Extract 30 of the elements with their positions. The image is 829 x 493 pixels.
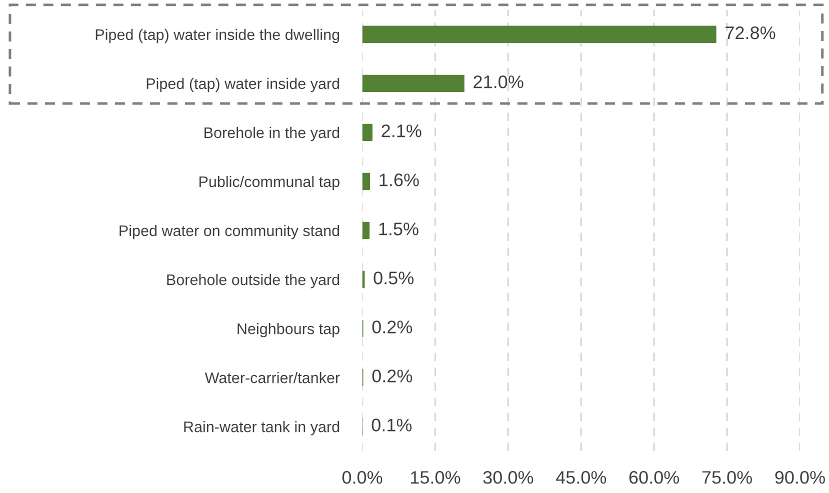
y-tick-label: Piped water on community stand <box>120 224 340 240</box>
y-tick-label: Piped (tap) water inside yard <box>146 78 340 92</box>
data-label: 0.5% <box>374 272 414 284</box>
data-label: 0.2% <box>372 370 412 382</box>
data-label: 72.8% <box>726 26 776 40</box>
data-label: 1.6% <box>380 174 419 186</box>
data-label: 0.2% <box>372 320 412 334</box>
y-tick-label: Borehole in the yard <box>204 126 340 142</box>
y-tick-label: Public/communal tap <box>200 176 340 190</box>
bar <box>362 74 464 92</box>
data-label: 21.0% <box>474 75 524 88</box>
y-tick-label: Borehole outside the yard <box>167 274 340 288</box>
bar <box>362 222 370 240</box>
x-tick-label: 45.0% <box>556 471 606 484</box>
x-tick-label: 30.0% <box>483 471 534 484</box>
bar <box>362 124 372 142</box>
data-label: 2.1% <box>382 124 422 138</box>
y-tick-label: Piped (tap) water inside the dwelling <box>96 28 340 44</box>
data-label: 0.1% <box>372 418 412 432</box>
y-tick-label: Rain-water tank in yard <box>184 421 340 436</box>
x-tick-label: 0.0% <box>342 471 382 484</box>
y-tick-label: Neighbours tap <box>238 322 340 338</box>
bar <box>362 26 716 43</box>
x-tick-label: 15.0% <box>411 471 460 484</box>
y-tick-label: Water-carrier/tanker <box>204 372 340 384</box>
bar <box>362 172 370 190</box>
x-tick-label: 75.0% <box>702 471 752 484</box>
x-tick-label: 90.0% <box>775 471 825 484</box>
x-tick-label: 60.0% <box>629 471 680 484</box>
data-label: 1.5% <box>379 222 418 236</box>
